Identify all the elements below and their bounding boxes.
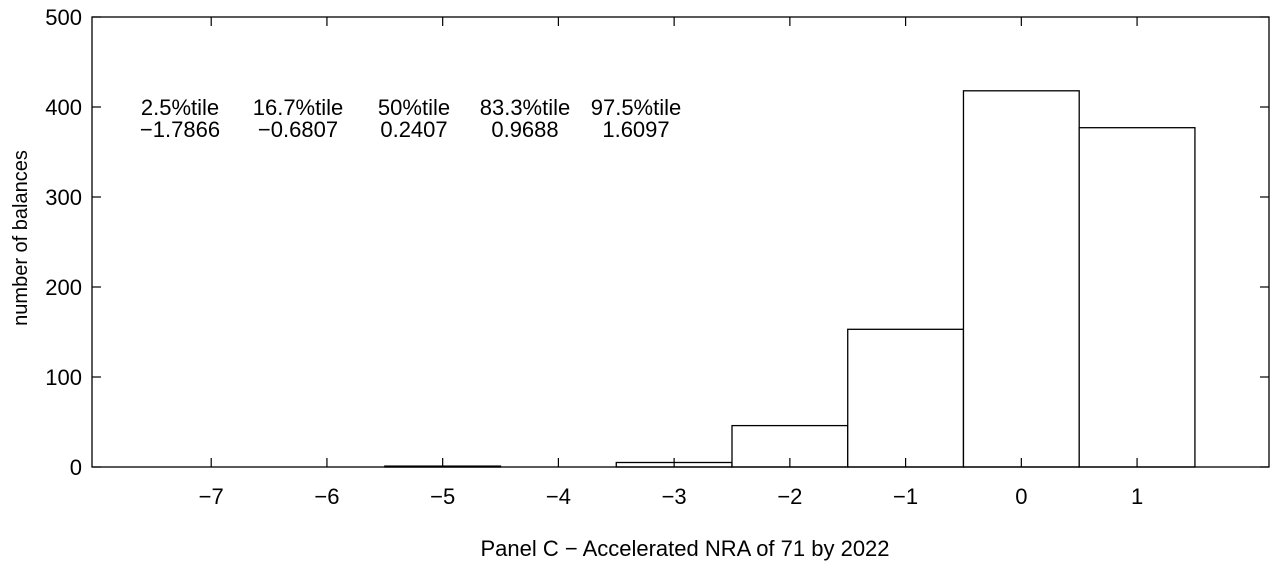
percentile-label: 83.3%tile <box>480 95 571 120</box>
percentile-value: 0.9688 <box>491 117 558 142</box>
percentile-value: −0.6807 <box>258 117 338 142</box>
percentile-label: 2.5%tile <box>141 95 219 120</box>
percentile-value: −1.7866 <box>140 117 220 142</box>
bars-group <box>384 90 1196 468</box>
histogram-bar <box>962 90 1080 468</box>
histogram-bar <box>847 328 965 468</box>
x-tick-label: 1 <box>1131 484 1143 509</box>
x-tick-label: −5 <box>430 484 455 509</box>
y-tick-label: 500 <box>45 5 82 30</box>
x-tick-label: −1 <box>893 484 918 509</box>
percentile-value: 1.6097 <box>602 117 669 142</box>
y-tick-label: 0 <box>70 455 82 480</box>
x-axis-label: Panel C − Accelerated NRA of 71 by 2022 <box>480 536 889 561</box>
x-axis: −7 −6 −5 −4 −3 −2 −1 0 1 <box>199 17 1143 509</box>
y-axis-label: number of balances <box>10 150 32 326</box>
percentile-label: 97.5%tile <box>591 95 682 120</box>
histogram-bar <box>1078 127 1196 468</box>
percentile-value: 0.2407 <box>380 117 447 142</box>
plot-frame <box>91 16 1270 468</box>
y-tick-label: 400 <box>45 95 82 120</box>
x-tick-label: −6 <box>314 484 339 509</box>
y-tick-label: 300 <box>45 185 82 210</box>
y-tick-label: 100 <box>45 365 82 390</box>
x-tick-label: −2 <box>777 484 802 509</box>
x-tick-label: −3 <box>662 484 687 509</box>
y-axis: 0 100 200 300 400 500 <box>45 5 1269 480</box>
percentile-label: 50%tile <box>378 95 450 120</box>
y-tick-label: 200 <box>45 275 82 300</box>
x-tick-label: −4 <box>546 484 571 509</box>
x-tick-label: −7 <box>199 484 224 509</box>
percentile-annotation: 2.5%tile−1.786616.7%tile−0.680750%tile0.… <box>140 95 681 142</box>
x-tick-label: 0 <box>1015 484 1027 509</box>
percentile-label: 16.7%tile <box>253 95 344 120</box>
